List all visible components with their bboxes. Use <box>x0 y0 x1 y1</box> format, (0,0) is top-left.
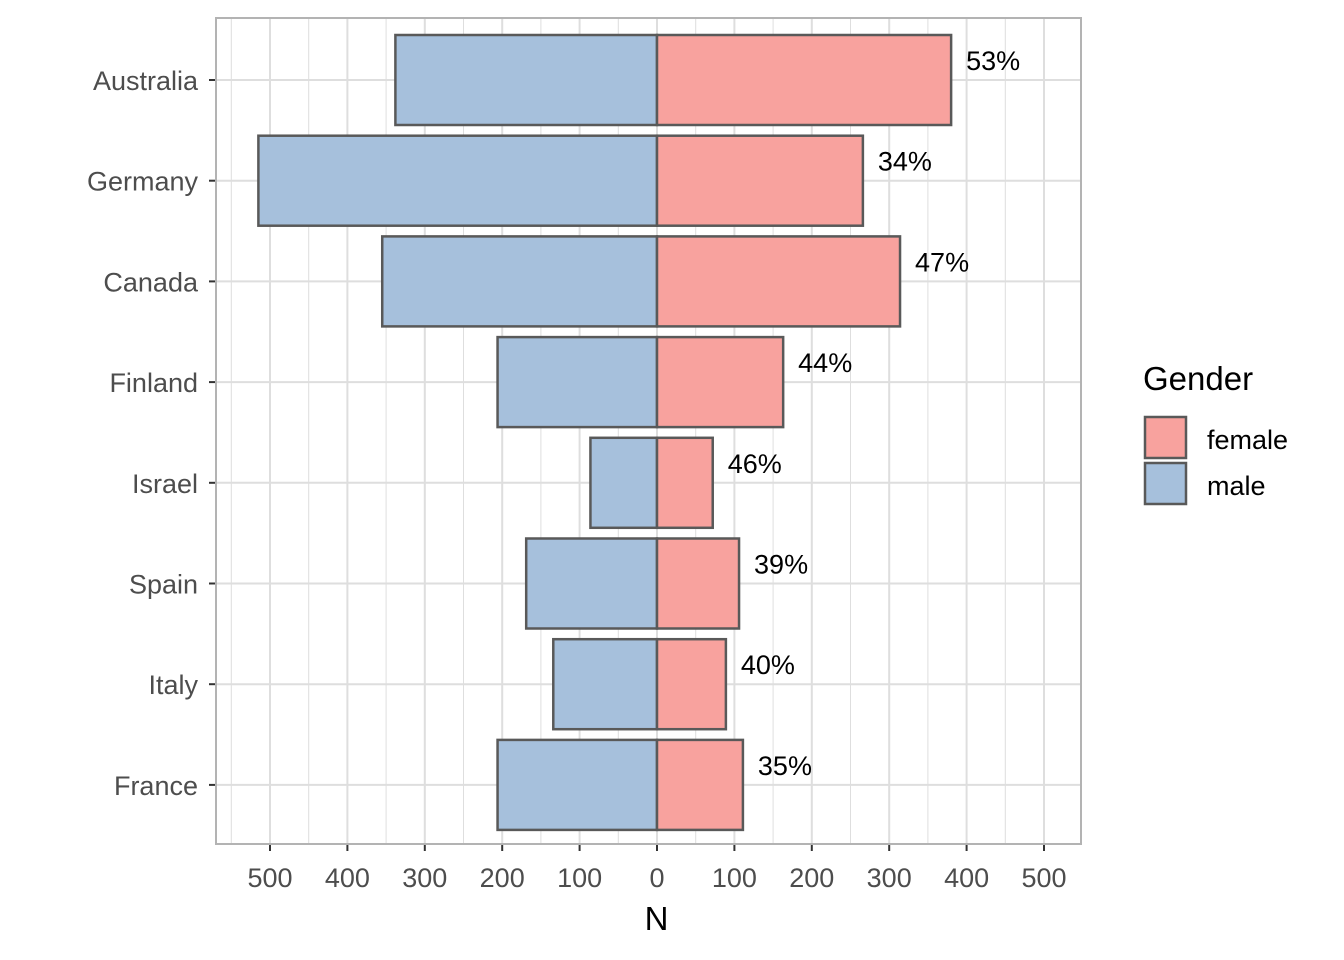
panel-border <box>215 17 1082 845</box>
x-tick-label: 300 <box>402 863 447 893</box>
data-label-spain: 39% <box>754 550 808 580</box>
bar-female-australia <box>655 33 953 127</box>
bar-female-finland <box>655 335 785 429</box>
data-label-finland: 44% <box>798 348 852 378</box>
bars <box>257 33 953 832</box>
x-tick-label: 300 <box>867 863 912 893</box>
legend-key-female <box>1143 415 1188 460</box>
x-tick-label: 400 <box>325 863 370 893</box>
x-tick-label: 100 <box>712 863 757 893</box>
data-label-canada: 47% <box>915 247 969 277</box>
x-tick-label: 400 <box>944 863 989 893</box>
x-tick-label: 200 <box>480 863 525 893</box>
data-labels: 53% 34% 47% 44% 46% 39% 40% 35% <box>728 46 1020 781</box>
bar-male-italy <box>552 637 659 731</box>
data-label-germany: 34% <box>878 147 932 177</box>
bar-female-france <box>655 738 745 832</box>
bar-female-spain <box>655 537 741 630</box>
x-tick-label: 500 <box>247 863 292 893</box>
bar-female-canada <box>655 235 902 328</box>
x-tick-label: 200 <box>789 863 834 893</box>
bar-female-germany <box>655 134 865 227</box>
y-tick-label: Australia <box>93 66 199 96</box>
x-tick-label: 0 <box>649 863 664 893</box>
legend: Gender female male <box>1143 360 1288 506</box>
x-tick-label: 100 <box>557 863 602 893</box>
legend-items: female male <box>1143 415 1288 506</box>
bar-female-israel <box>655 436 714 530</box>
bar-male-israel <box>589 436 659 530</box>
bar-male-germany <box>257 134 659 227</box>
y-tick-label: Germany <box>87 167 199 197</box>
y-tick-label: Israel <box>132 469 198 499</box>
bar-male-canada <box>380 235 659 328</box>
axes: Australia Germany Canada Finland Israel Spain… <box>87 66 1067 893</box>
legend-label-female: female <box>1207 425 1288 455</box>
bar-male-australia <box>394 33 659 127</box>
y-tick-label: Spain <box>129 570 198 600</box>
legend-label-male: male <box>1207 471 1266 501</box>
legend-key-male <box>1143 461 1188 506</box>
x-axis-title: N <box>645 900 669 937</box>
y-tick-label: France <box>114 771 198 801</box>
data-label-australia: 53% <box>966 46 1020 76</box>
x-tick-label: 500 <box>1021 863 1066 893</box>
y-tick-label: Finland <box>109 368 198 398</box>
data-label-israel: 46% <box>728 449 782 479</box>
bar-male-france <box>496 738 659 832</box>
bar-male-spain <box>524 537 659 630</box>
data-label-italy: 40% <box>741 650 795 680</box>
legend-title: Gender <box>1143 360 1253 397</box>
data-label-france: 35% <box>758 751 812 781</box>
y-tick-label: Italy <box>148 670 198 700</box>
y-tick-label: Canada <box>103 267 199 297</box>
bar-male-finland <box>496 335 659 429</box>
bar-female-italy <box>655 637 728 731</box>
